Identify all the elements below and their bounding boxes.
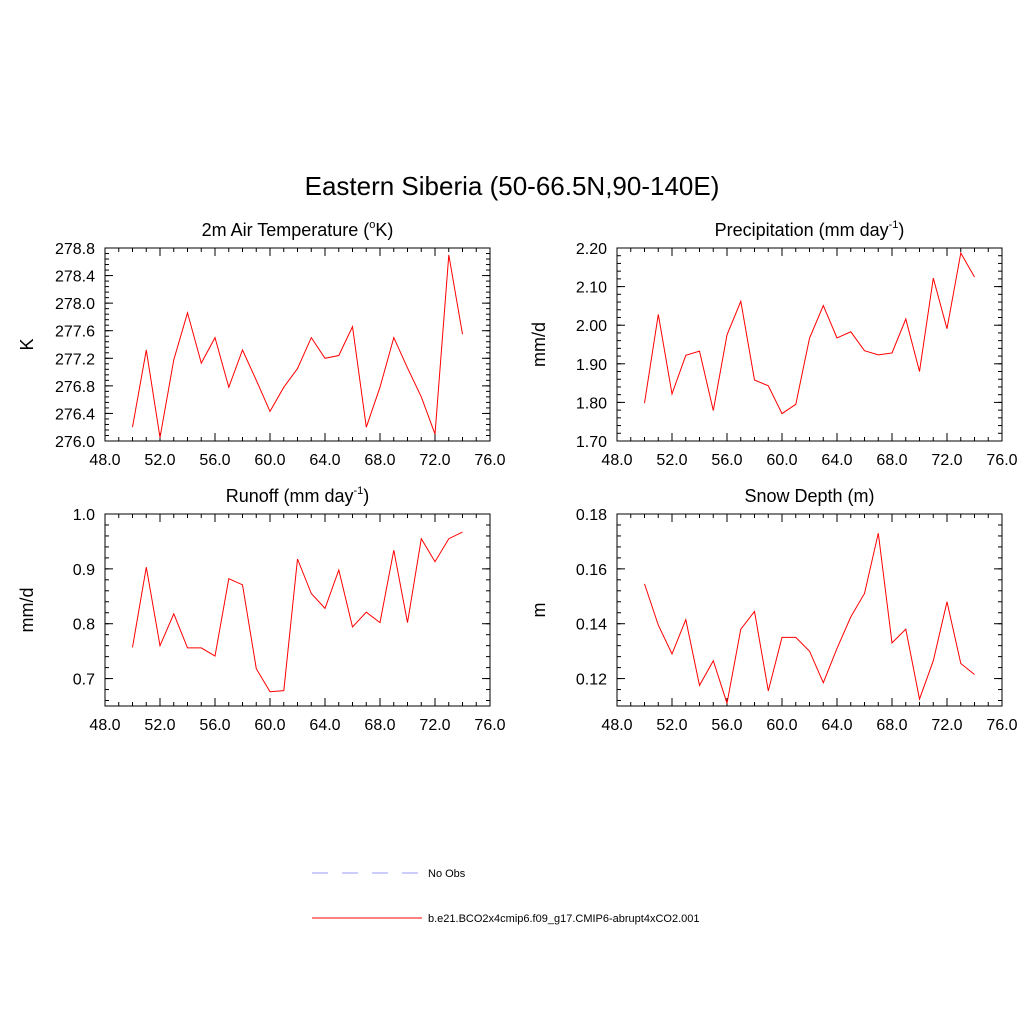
plot-frame bbox=[616, 247, 1003, 442]
x-tick-label: 56.0 bbox=[711, 452, 742, 469]
y-tick-label: 0.9 bbox=[73, 562, 95, 579]
y-tick-label: 0.7 bbox=[73, 672, 95, 689]
panel-title-superscript: -1 bbox=[889, 219, 899, 231]
y-tick-label: 0.18 bbox=[576, 507, 607, 524]
x-tick-label: 68.0 bbox=[876, 452, 907, 469]
x-tick-label: 72.0 bbox=[419, 452, 450, 469]
panel-title: 2m Air Temperature (oK) bbox=[202, 219, 394, 240]
x-tick-label: 52.0 bbox=[656, 717, 687, 734]
x-tick-label: 48.0 bbox=[89, 717, 120, 734]
x-tick-label: 56.0 bbox=[199, 452, 230, 469]
x-tick-label: 68.0 bbox=[876, 717, 907, 734]
y-tick-label: 1.0 bbox=[73, 507, 95, 524]
x-tick-label: 76.0 bbox=[986, 717, 1017, 734]
legend: No Obs b.e21.BCO2x4cmip6.f09_g17.CMIP6-a… bbox=[312, 868, 700, 925]
x-tick-label: 60.0 bbox=[766, 452, 797, 469]
x-tick-label: 64.0 bbox=[309, 717, 340, 734]
series-line bbox=[132, 254, 463, 438]
y-tick-label: 1.80 bbox=[576, 395, 607, 412]
x-tick-label: 60.0 bbox=[766, 717, 797, 734]
series-line bbox=[644, 533, 975, 704]
x-tick-label: 72.0 bbox=[931, 452, 962, 469]
x-tick-label: 64.0 bbox=[821, 452, 852, 469]
y-axis-label: mm/d bbox=[529, 322, 549, 367]
panel-title-superscript: -1 bbox=[353, 485, 363, 497]
x-tick-label: 64.0 bbox=[821, 717, 852, 734]
y-tick-label: 278.8 bbox=[55, 241, 95, 258]
x-tick-label: 52.0 bbox=[656, 452, 687, 469]
x-tick-label: 64.0 bbox=[309, 452, 340, 469]
y-tick-label: 2.10 bbox=[576, 280, 607, 297]
panel-title-main: 2m Air Temperature ( bbox=[202, 220, 370, 240]
plot-frame bbox=[104, 247, 491, 442]
series-line bbox=[644, 251, 975, 415]
y-tick-label: 1.70 bbox=[576, 434, 607, 451]
y-tick-label: 276.4 bbox=[55, 406, 95, 423]
y-tick-label: 0.16 bbox=[576, 562, 607, 579]
plot-frame bbox=[104, 513, 491, 707]
panel-title-tail: ) bbox=[898, 220, 904, 240]
x-tick-label: 76.0 bbox=[986, 452, 1017, 469]
y-tick-label: 276.8 bbox=[55, 379, 95, 396]
plot-frame bbox=[616, 513, 1003, 707]
x-tick-label: 56.0 bbox=[199, 717, 230, 734]
panel-title-main: Snow Depth (m) bbox=[744, 486, 874, 506]
y-axis-label: m bbox=[529, 603, 549, 618]
chart-panel-3: Runoff (mm day-1) mm/d 48.0 52.0 56.0 60.0 64.… bbox=[17, 485, 506, 734]
x-tick-label: 72.0 bbox=[419, 717, 450, 734]
y-axis-label: mm/d bbox=[17, 588, 37, 633]
x-tick-label: 72.0 bbox=[931, 717, 962, 734]
y-tick-label: 0.12 bbox=[576, 672, 607, 689]
y-tick-label: 277.6 bbox=[55, 324, 95, 341]
panel-title: Snow Depth (m) bbox=[744, 486, 874, 506]
x-tick-label: 48.0 bbox=[89, 452, 120, 469]
panel-title-superscript: o bbox=[369, 219, 375, 231]
x-tick-label: 56.0 bbox=[711, 717, 742, 734]
x-tick-label: 76.0 bbox=[474, 452, 505, 469]
x-tick-label: 68.0 bbox=[364, 452, 395, 469]
y-tick-label: 0.14 bbox=[576, 617, 607, 634]
panel-title-main: Precipitation (mm day bbox=[715, 220, 889, 240]
y-tick-label: 1.90 bbox=[576, 357, 607, 374]
panel-title-tail: ) bbox=[363, 486, 369, 506]
x-tick-label: 48.0 bbox=[601, 717, 632, 734]
y-axis-label: K bbox=[17, 338, 37, 350]
chart-panel-4: Snow Depth (m) m 48.0 52.0 56.0 60.0 64.0 68.0 7… bbox=[529, 486, 1018, 734]
x-tick-label: 68.0 bbox=[364, 717, 395, 734]
x-tick-label: 76.0 bbox=[474, 717, 505, 734]
x-tick-label: 48.0 bbox=[601, 452, 632, 469]
series-line bbox=[132, 531, 463, 693]
y-tick-label: 0.8 bbox=[73, 617, 95, 634]
x-tick-label: 60.0 bbox=[254, 717, 285, 734]
chart-panel-2: Precipitation (mm day-1) mm/d 48.0 52.0 56.0… bbox=[529, 219, 1018, 469]
x-tick-label: 52.0 bbox=[144, 717, 175, 734]
y-tick-label: 2.00 bbox=[576, 318, 607, 335]
x-tick-label: 60.0 bbox=[254, 452, 285, 469]
legend-label-no-obs: No Obs bbox=[428, 868, 466, 880]
y-tick-label: 2.20 bbox=[576, 241, 607, 258]
y-tick-label: 278.4 bbox=[55, 269, 95, 286]
figure-title: Eastern Siberia (50-66.5N,90-140E) bbox=[305, 171, 720, 201]
y-tick-label: 277.2 bbox=[55, 351, 95, 368]
y-tick-label: 278.0 bbox=[55, 296, 95, 313]
chart-panel-1: 2m Air Temperature (oK) K 48.0 52.0 56.0 60.0… bbox=[17, 219, 506, 469]
panel-title-main: Runoff (mm day bbox=[226, 486, 354, 506]
panel-title-tail: K) bbox=[375, 220, 393, 240]
x-tick-label: 52.0 bbox=[144, 452, 175, 469]
panel-title: Runoff (mm day-1) bbox=[226, 485, 370, 506]
panel-title: Precipitation (mm day-1) bbox=[715, 219, 905, 240]
panels: 2m Air Temperature (oK) K 48.0 52.0 56.0 60.0… bbox=[17, 219, 1018, 734]
legend-label-model: b.e21.BCO2x4cmip6.f09_g17.CMIP6-abrupt4x… bbox=[428, 913, 700, 925]
y-tick-label: 276.0 bbox=[55, 434, 95, 451]
